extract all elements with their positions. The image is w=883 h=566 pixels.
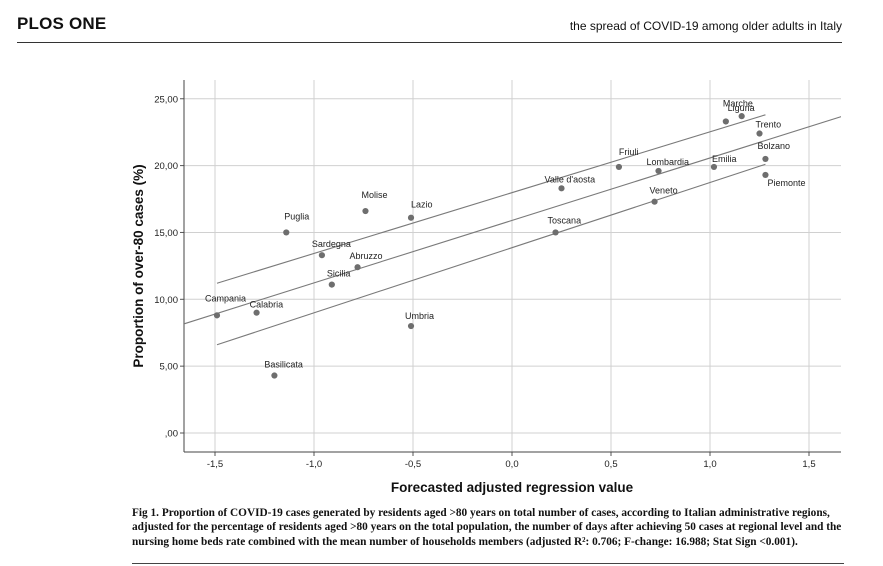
point-label: Campania [205, 293, 246, 303]
figure-label: Fig 1. [132, 507, 159, 519]
data-point [328, 281, 335, 288]
point-label: Sardegna [312, 239, 351, 249]
data-point [722, 118, 729, 125]
point-label: Puglia [284, 211, 309, 221]
point-label: Trento [756, 120, 782, 130]
x-tick-label: 1,5 [802, 459, 815, 470]
x-tick-label: -0,5 [405, 459, 421, 470]
data-point [318, 252, 326, 259]
caption-text: Proportion of COVID-19 cases generated b… [132, 507, 842, 548]
point-label: Umbria [405, 311, 434, 321]
y-tick-label: 20,00 [154, 161, 178, 172]
x-tick-label: -1,5 [207, 459, 223, 470]
regression-lines [184, 114, 841, 346]
data-point [354, 264, 361, 271]
point-label: Basilicata [264, 360, 303, 370]
point-label: Valle d'aosta [545, 174, 596, 184]
data-point [558, 185, 565, 192]
grid [184, 80, 841, 452]
data-point [253, 309, 260, 316]
point-labels: Campania Calabria Basilicata Puglia Sardegna… [205, 98, 805, 369]
point-label: Marche [723, 98, 753, 108]
point-label: Abruzzo [350, 251, 383, 261]
data-point [651, 198, 658, 205]
x-tick-label: -1,0 [306, 459, 322, 470]
data-point [407, 322, 415, 330]
figure-caption: Fig 1. Proportion of COVID-19 cases gene… [132, 506, 844, 549]
x-tick-label: 1,0 [703, 459, 716, 470]
data-point [271, 372, 278, 379]
data-point [655, 167, 662, 175]
data-point [407, 214, 415, 221]
point-label: Bolzano [757, 141, 790, 151]
point-label: Emilia [712, 154, 737, 164]
y-tick-label: 25,00 [154, 94, 178, 105]
point-label: Veneto [650, 186, 678, 196]
data-point [762, 155, 769, 163]
journal-name: PLOS ONE [17, 14, 107, 33]
y-tick-label: ,00 [165, 429, 178, 440]
data-point [615, 163, 623, 171]
data-points [213, 113, 769, 379]
point-label: Friuli [619, 147, 639, 157]
point-label: Lazio [411, 200, 433, 210]
point-label: Piemonte [767, 178, 805, 188]
fit-line [184, 116, 841, 325]
y-tick-label: 15,00 [154, 228, 178, 239]
x-axis-label: Forecasted adjusted regression value [391, 480, 634, 495]
y-tick-label: 10,00 [154, 295, 178, 306]
y-tick-label: 5,00 [160, 362, 179, 373]
data-point [283, 229, 290, 236]
ci-lower-line [216, 163, 766, 346]
running-title: the spread of COVID-19 among older adult… [569, 19, 842, 33]
ci-upper-line [216, 114, 766, 284]
y-axis-label: Proportion of over-80 cases (%) [131, 164, 146, 367]
data-point [710, 163, 718, 171]
point-label: Toscana [548, 215, 582, 225]
data-point [738, 113, 745, 120]
data-point [756, 130, 763, 137]
x-tick-label: 0,0 [505, 459, 518, 470]
data-point [552, 229, 559, 236]
axes: -1,5 -1,0 -0,5 0,0 0,5 1,0 1,5 ,00 5,00 10,00 15,0… [154, 80, 841, 470]
data-point [362, 207, 369, 215]
point-label: Calabria [250, 300, 284, 310]
point-label: Molise [361, 190, 387, 200]
point-label: Lombardia [647, 157, 690, 167]
point-label: Sicilia [327, 269, 351, 279]
caption-divider [132, 563, 844, 564]
scatter-chart: -1,5 -1,0 -0,5 0,0 0,5 1,0 1,5 ,00 5,00 10,00 15,0… [131, 80, 841, 495]
header-divider [17, 42, 842, 43]
x-tick-label: 0,5 [604, 459, 617, 470]
point-label: Liguria [728, 103, 755, 113]
data-point [762, 171, 769, 179]
data-point [213, 312, 221, 319]
